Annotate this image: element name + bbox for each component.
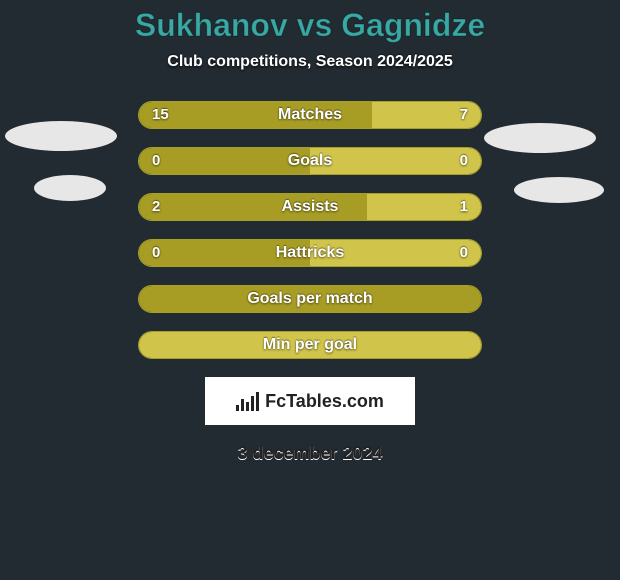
player-silhouette bbox=[484, 123, 596, 153]
subtitle: Club competitions, Season 2024/2025 bbox=[0, 53, 620, 71]
fctables-logo: FcTables.com bbox=[205, 377, 415, 425]
logo-text: FcTables.com bbox=[265, 391, 384, 412]
chart-icon bbox=[236, 391, 259, 411]
stat-label: Min per goal bbox=[0, 331, 620, 359]
stat-row: Min per goal bbox=[0, 331, 620, 361]
stat-row: 00Hattricks bbox=[0, 239, 620, 269]
player-left-name: Sukhanov bbox=[135, 7, 288, 43]
stat-label: Hattricks bbox=[0, 239, 620, 267]
stat-label: Goals per match bbox=[0, 285, 620, 313]
player-silhouette bbox=[34, 175, 106, 201]
comparison-infographic: Sukhanov vs Gagnidze Club competitions, … bbox=[0, 0, 620, 580]
player-silhouette bbox=[514, 177, 604, 203]
title-vs: vs bbox=[297, 7, 333, 43]
player-silhouette bbox=[5, 121, 117, 151]
player-right-name: Gagnidze bbox=[341, 7, 485, 43]
stat-row: Goals per match bbox=[0, 285, 620, 315]
page-title: Sukhanov vs Gagnidze bbox=[0, 0, 620, 43]
date-stamp: 3 december 2024 bbox=[0, 443, 620, 464]
